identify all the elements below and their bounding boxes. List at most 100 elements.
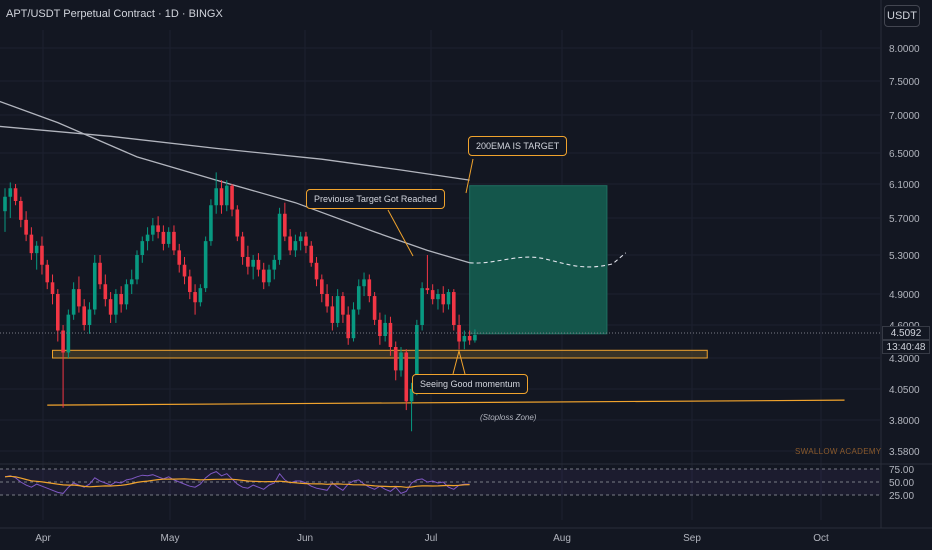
candle-body — [293, 241, 298, 251]
time-tick-label: Sep — [683, 533, 701, 544]
candle-body — [246, 256, 250, 267]
candle-body — [399, 352, 403, 371]
time-tick-label: Apr — [35, 533, 51, 544]
target-zone — [469, 185, 608, 335]
candle-body — [320, 279, 324, 294]
price-tick-label: 7.5000 — [889, 77, 920, 88]
rsi-ma-line — [4, 475, 470, 488]
candle-body — [77, 289, 81, 307]
candle-body — [288, 236, 292, 251]
candle-body — [378, 319, 382, 336]
candle-body — [309, 245, 314, 263]
price-tick-label: 5.7000 — [889, 214, 920, 225]
time-tick-label: Aug — [553, 533, 571, 544]
price-tick-label: 4.3000 — [889, 354, 920, 365]
momentum-connector — [452, 349, 466, 375]
candle-body — [156, 225, 160, 232]
price-tick-label: 8.0000 — [889, 44, 920, 55]
currency-button[interactable]: USDT — [884, 5, 920, 27]
candle-body — [8, 188, 13, 197]
rsi-tick-label: 25.00 — [889, 491, 914, 502]
candle-body — [135, 255, 139, 280]
candle-body — [92, 262, 97, 310]
candle-body — [325, 294, 329, 307]
ema-fast-line — [0, 100, 470, 264]
candle-body — [409, 389, 414, 402]
candle-body — [420, 288, 424, 325]
projection-path — [469, 252, 627, 268]
candle-body — [430, 290, 435, 300]
candle-body — [119, 294, 123, 305]
candle-body — [61, 330, 65, 353]
candle-body — [193, 292, 197, 303]
candle-body — [415, 325, 419, 389]
candle-body — [40, 245, 44, 265]
candle-body — [330, 306, 335, 323]
candle-body — [151, 225, 155, 235]
candle-body — [425, 288, 430, 291]
price-tick-label: 6.5000 — [889, 149, 920, 160]
candle-body — [351, 309, 356, 339]
candle-body — [367, 279, 372, 297]
brand-watermark: SWALLOW ACADEMY — [795, 447, 882, 456]
candle-body — [177, 250, 182, 265]
candle-body — [383, 322, 387, 336]
candle-body — [209, 205, 213, 242]
candle-body — [45, 264, 50, 283]
candle-body — [341, 296, 345, 315]
candle-body — [98, 262, 102, 285]
previous-connector — [387, 209, 414, 257]
candle-body — [224, 185, 229, 206]
price-tick-label: 6.1000 — [889, 180, 920, 191]
candle-body — [108, 299, 113, 315]
candle-body — [393, 347, 398, 371]
momentum-annotation[interactable]: Seeing Good momentum — [412, 374, 529, 394]
candle-body — [436, 294, 440, 300]
rsi-tick-label: 75.00 — [889, 465, 914, 476]
candle-body — [203, 241, 208, 289]
time-tick-label: Jun — [297, 533, 313, 544]
candle-body — [272, 259, 277, 270]
candle-body — [29, 234, 34, 254]
candle-body — [446, 292, 451, 305]
candle-body — [267, 269, 271, 283]
candle-body — [124, 284, 129, 305]
time-tick-label: May — [161, 533, 180, 544]
price-tick-label: 5.3000 — [889, 251, 920, 262]
candle-body — [166, 231, 171, 244]
candle-body — [114, 294, 118, 315]
candle-body — [71, 289, 76, 315]
previous-target-annotation[interactable]: Previouse Target Got Reached — [306, 189, 445, 209]
candle-body — [335, 296, 340, 323]
candle-body — [56, 294, 60, 331]
candle-body — [235, 209, 240, 237]
candle-body — [251, 259, 255, 267]
target-connector — [465, 158, 474, 194]
ema200-line — [0, 125, 470, 181]
candle-body — [182, 264, 187, 277]
candle-body — [346, 314, 350, 339]
candle-body — [129, 279, 134, 285]
price-tick-label: 7.0000 — [889, 111, 920, 122]
candle-body — [13, 188, 18, 201]
candle-body — [24, 219, 28, 235]
candle-body — [66, 314, 71, 353]
time-tick-label: Oct — [813, 533, 829, 544]
time-tick-label: Jul — [425, 533, 438, 544]
candle-body — [283, 213, 287, 237]
current-price-label: 4.5092 — [882, 326, 930, 340]
target-annotation[interactable]: 200EMA IS TARGET — [468, 136, 568, 156]
candle-body — [3, 196, 7, 212]
countdown-label: 13:40:48 — [882, 340, 930, 354]
candle-body — [50, 282, 55, 294]
candle-body — [314, 262, 319, 280]
candle-body — [214, 188, 218, 206]
candle-body — [240, 236, 245, 257]
candle-body — [198, 288, 203, 303]
candle-body — [304, 236, 308, 246]
candle-body — [298, 236, 303, 242]
candle-body — [172, 231, 176, 251]
candle-body — [82, 306, 86, 325]
candle-body — [462, 336, 467, 342]
